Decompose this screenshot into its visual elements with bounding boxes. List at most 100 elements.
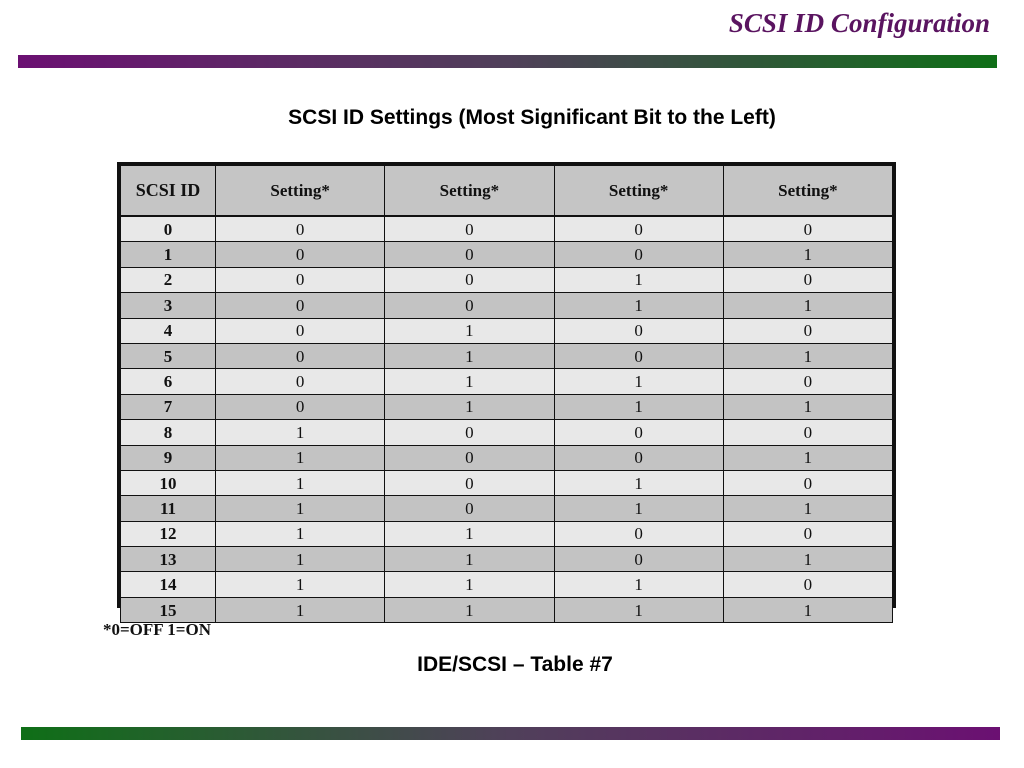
scsi-id-cell: 0 — [120, 215, 216, 243]
setting-cell: 1 — [722, 444, 894, 471]
setting-cell: 1 — [214, 469, 386, 497]
setting-cell: 0 — [214, 393, 386, 421]
table-row: 11 1 0 1 1 — [120, 495, 894, 522]
column-header-scsi-id: SCSI ID — [120, 165, 216, 217]
setting-cell: 0 — [214, 317, 386, 344]
setting-cell: 1 — [214, 571, 386, 598]
setting-cell: 0 — [384, 215, 555, 243]
setting-cell: 1 — [553, 266, 724, 294]
scsi-id-cell: 12 — [120, 520, 216, 548]
setting-cell: 0 — [384, 444, 555, 471]
column-header-setting: Setting* — [553, 165, 724, 217]
setting-cell: 0 — [384, 266, 555, 294]
setting-cell: 1 — [553, 469, 724, 497]
table-header-row: SCSI ID Setting* Setting* Setting* Setting* — [120, 165, 894, 217]
setting-cell: 0 — [722, 571, 894, 598]
table-row: 15 1 1 1 1 — [120, 596, 894, 624]
setting-cell: 1 — [214, 419, 386, 446]
setting-cell: 1 — [722, 495, 894, 522]
setting-cell: 1 — [722, 596, 894, 624]
setting-cell: 1 — [722, 292, 894, 319]
setting-cell: 0 — [722, 215, 894, 243]
setting-cell: 0 — [214, 241, 386, 268]
table-row: 12 1 1 0 0 — [120, 520, 894, 548]
setting-cell: 0 — [553, 520, 724, 548]
setting-cell: 1 — [722, 342, 894, 370]
setting-cell: 1 — [214, 444, 386, 471]
setting-cell: 0 — [553, 215, 724, 243]
scsi-id-cell: 9 — [120, 444, 216, 471]
setting-cell: 0 — [214, 342, 386, 370]
table-heading: SCSI ID Settings (Most Significant Bit t… — [288, 106, 776, 129]
setting-cell: 0 — [553, 317, 724, 344]
setting-cell: 1 — [553, 571, 724, 598]
setting-cell: 0 — [553, 546, 724, 573]
setting-cell: 1 — [384, 520, 555, 548]
setting-cell: 0 — [384, 241, 555, 268]
table-footnote: *0=OFF 1=ON — [103, 620, 211, 639]
scsi-id-cell: 2 — [120, 266, 216, 294]
scsi-id-cell: 10 — [120, 469, 216, 497]
setting-cell: 1 — [214, 495, 386, 522]
bottom-divider-bar — [21, 727, 1000, 740]
setting-cell: 0 — [553, 241, 724, 268]
setting-cell: 0 — [384, 419, 555, 446]
scsi-id-cell: 8 — [120, 419, 216, 446]
setting-cell: 0 — [722, 266, 894, 294]
setting-cell: 0 — [722, 368, 894, 395]
setting-cell: 0 — [214, 215, 386, 243]
scsi-id-cell: 11 — [120, 495, 216, 522]
setting-cell: 1 — [384, 342, 555, 370]
setting-cell: 0 — [722, 317, 894, 344]
setting-cell: 1 — [214, 520, 386, 548]
scsi-id-cell: 1 — [120, 241, 216, 268]
scsi-id-table: SCSI ID Setting* Setting* Setting* Setting* … — [117, 162, 896, 624]
setting-cell: 1 — [214, 596, 386, 624]
setting-cell: 1 — [722, 393, 894, 421]
setting-cell: 1 — [384, 571, 555, 598]
scsi-id-cell: 7 — [120, 393, 216, 421]
column-header-setting: Setting* — [214, 165, 386, 217]
setting-cell: 0 — [722, 419, 894, 446]
scsi-id-cell: 4 — [120, 317, 216, 344]
setting-cell: 0 — [722, 469, 894, 497]
slide-title: SCSI ID Configuration — [728, 8, 990, 38]
setting-cell: 0 — [553, 444, 724, 471]
setting-cell: 0 — [214, 266, 386, 294]
setting-cell: 0 — [384, 495, 555, 522]
setting-cell: 1 — [553, 495, 724, 522]
scsi-id-cell: 13 — [120, 546, 216, 573]
setting-cell: 1 — [384, 393, 555, 421]
table-row: 13 1 1 0 1 — [120, 546, 894, 573]
setting-cell: 1 — [553, 596, 724, 624]
scsi-id-cell: 15 — [120, 596, 216, 624]
setting-cell: 1 — [384, 596, 555, 624]
setting-cell: 1 — [722, 241, 894, 268]
setting-cell: 0 — [214, 368, 386, 395]
scsi-id-cell: 6 — [120, 368, 216, 395]
table-row: 10 1 0 1 0 — [120, 469, 894, 497]
setting-cell: 1 — [553, 368, 724, 395]
setting-cell: 1 — [384, 368, 555, 395]
setting-cell: 0 — [384, 292, 555, 319]
setting-cell: 1 — [214, 546, 386, 573]
scsi-id-cell: 5 — [120, 342, 216, 370]
column-header-setting: Setting* — [722, 165, 894, 217]
scsi-id-cell: 14 — [120, 571, 216, 598]
scsi-id-cell: 3 — [120, 292, 216, 319]
setting-cell: 1 — [384, 546, 555, 573]
table-caption: IDE/SCSI – Table #7 — [417, 653, 613, 676]
setting-cell: 0 — [553, 419, 724, 446]
setting-cell: 1 — [384, 317, 555, 344]
table-row: 14 1 1 1 0 — [120, 571, 894, 598]
